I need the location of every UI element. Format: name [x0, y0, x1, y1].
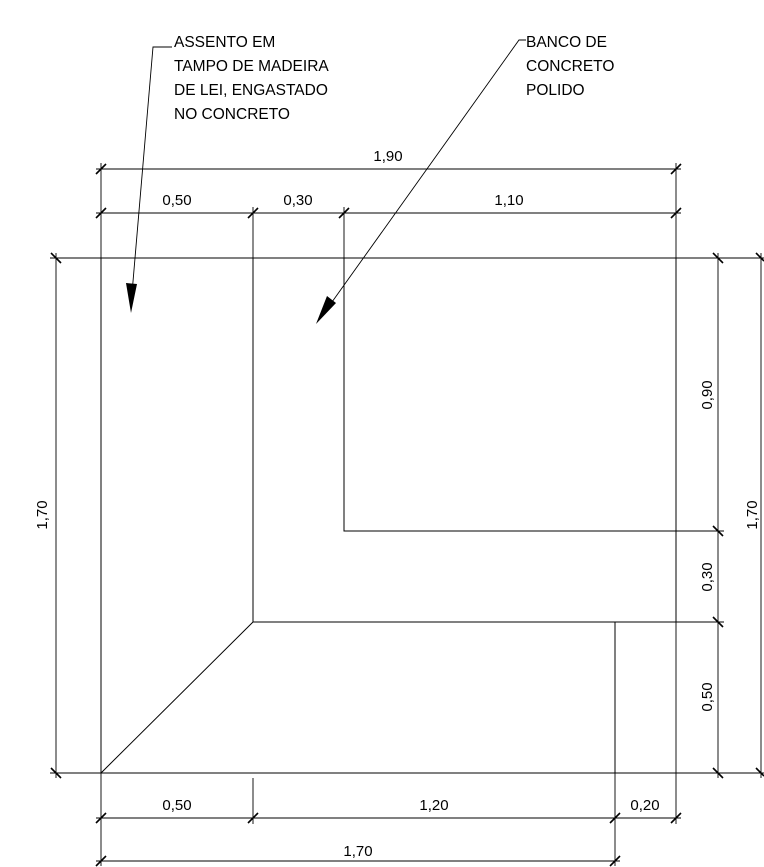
dim-bottom-seg-3: 0,20	[630, 797, 659, 814]
dim-bottom-seg-1: 0,50	[162, 797, 191, 814]
concrete-leader-arrowhead	[316, 296, 336, 324]
dim-left-total: 1,70	[34, 500, 51, 529]
dim-top-seg-1: 0,50	[162, 192, 191, 209]
dim-right-total: 1,70	[744, 500, 761, 529]
wood-note-line-4: NO CONCRETO	[174, 106, 290, 123]
dim-right-seg-1: 0,90	[699, 380, 716, 409]
concrete-note-line-1: BANCO DE	[526, 34, 607, 51]
dim-top-seg-3: 1,10	[494, 192, 523, 209]
concrete-note-line-2: CONCRETO	[526, 58, 614, 75]
concrete-bench-note: BANCO DE CONCRETO POLIDO	[316, 34, 614, 324]
wood-note-line-3: DE LEI, ENGASTADO	[174, 82, 328, 99]
wood-note-line-1: ASSENTO EM	[174, 34, 275, 51]
concrete-note-line-3: POLIDO	[526, 82, 585, 99]
dim-top-seg-2: 0,30	[283, 192, 312, 209]
dim-bottom-seg-2: 1,20	[419, 797, 448, 814]
dim-right-seg-2: 0,30	[699, 562, 716, 591]
right-dimensions	[615, 252, 764, 779]
wood-note-line-2: TAMPO DE MADEIRA	[174, 58, 329, 75]
wood-seat-note: ASSENTO EM TAMPO DE MADEIRA DE LEI, ENGA…	[126, 34, 329, 313]
bottom-dimensions	[95, 622, 682, 867]
wood-mitre-line	[100, 621, 254, 774]
left-dimension	[50, 252, 101, 779]
wood-leader-arrowhead	[126, 283, 137, 313]
dim-top-total: 1,90	[373, 148, 402, 165]
concrete-bench-area	[252, 257, 677, 623]
dim-right-seg-3: 0,50	[699, 682, 716, 711]
dim-bottom-total: 1,70	[343, 843, 372, 860]
top-dimensions	[95, 163, 682, 531]
